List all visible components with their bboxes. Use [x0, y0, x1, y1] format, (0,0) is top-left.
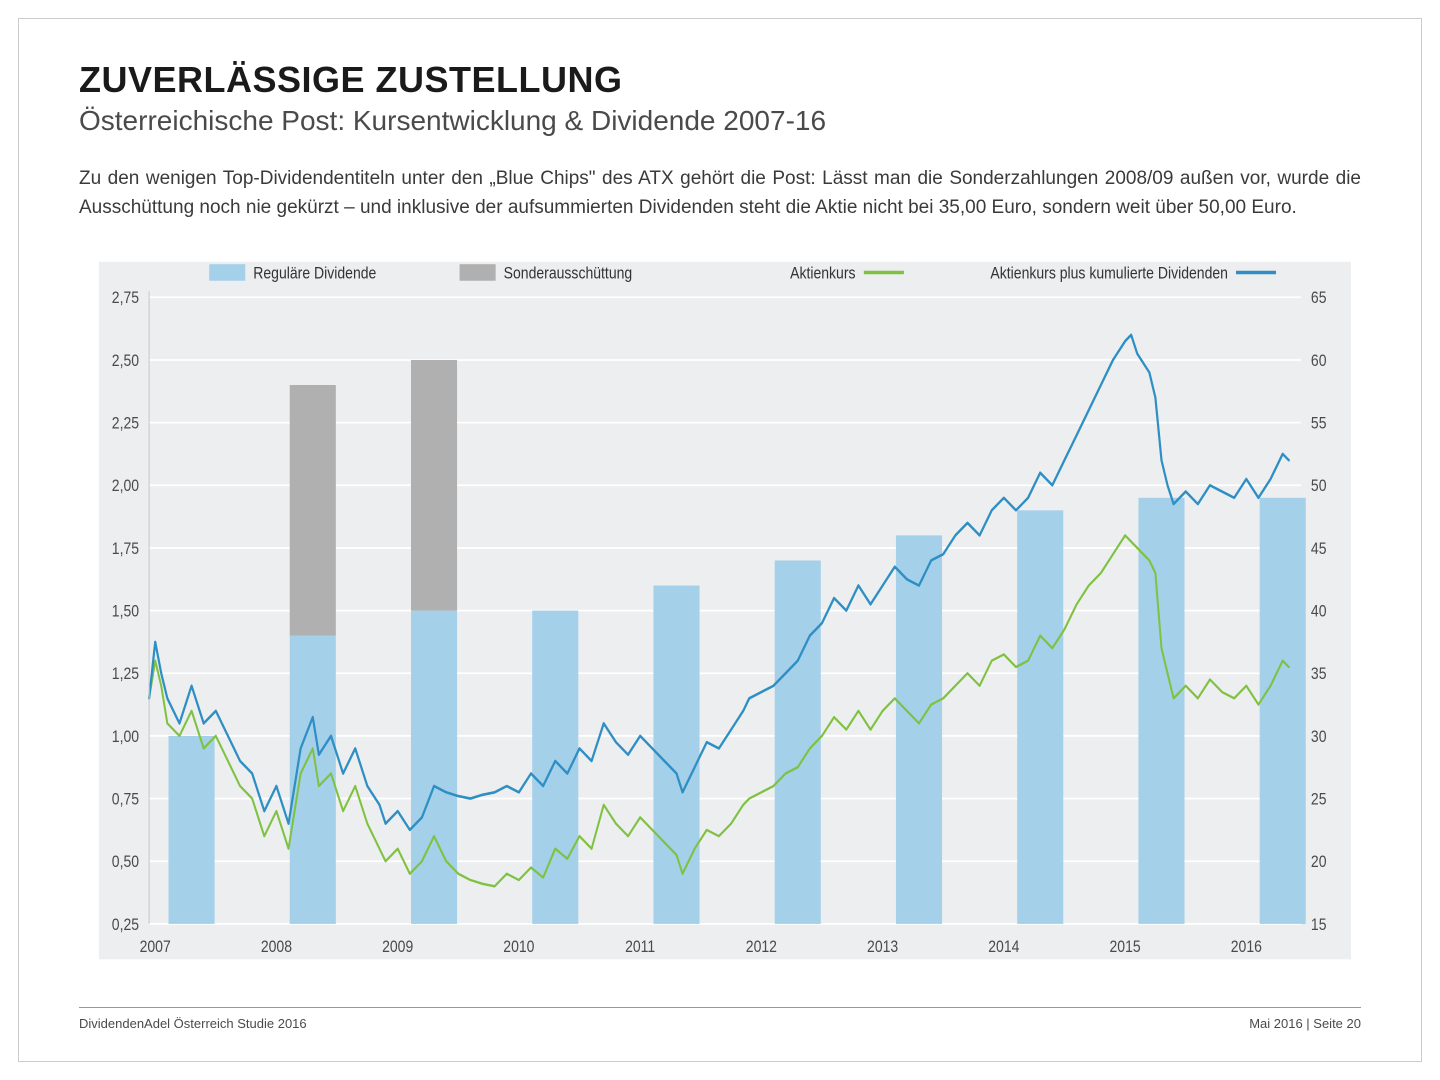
y-left-label: 1,25 — [112, 665, 139, 683]
y-right-label: 40 — [1311, 602, 1327, 620]
bar-regular — [896, 535, 942, 923]
bar-regular — [653, 586, 699, 924]
y-right-label: 30 — [1311, 728, 1327, 746]
bar-regular — [169, 736, 215, 924]
y-left-label: 2,00 — [112, 477, 139, 495]
y-right-label: 45 — [1311, 540, 1327, 558]
x-label: 2010 — [503, 938, 534, 956]
x-label: 2016 — [1231, 938, 1262, 956]
page-subtitle: Österreichische Post: Kursentwicklung & … — [79, 105, 1361, 137]
bar-regular — [775, 560, 821, 923]
x-label: 2007 — [140, 938, 171, 956]
bar-special — [290, 385, 336, 636]
y-left-label: 2,75 — [112, 289, 139, 307]
page-footer: DividendenAdel Österreich Studie 2016 Ma… — [79, 1007, 1361, 1031]
y-right-label: 25 — [1311, 790, 1327, 808]
x-label: 2008 — [261, 938, 292, 956]
x-label: 2012 — [746, 938, 777, 956]
y-left-label: 0,50 — [112, 853, 139, 871]
y-right-label: 35 — [1311, 665, 1327, 683]
legend-label: Reguläre Dividende — [253, 264, 376, 282]
y-left-label: 1,50 — [112, 602, 139, 620]
y-right-label: 20 — [1311, 853, 1327, 871]
bar-regular — [411, 611, 457, 924]
x-label: 2009 — [382, 938, 413, 956]
legend-swatch — [209, 264, 245, 281]
y-left-label: 0,75 — [112, 790, 139, 808]
combo-chart: 0,25 15 0,50 20 0,75 25 1,00 30 1,25 35 1,50 40 1,75… — [79, 250, 1361, 983]
y-left-label: 1,75 — [112, 540, 139, 558]
y-right-label: 60 — [1311, 352, 1327, 370]
bar-special — [411, 360, 457, 611]
y-left-label: 0,25 — [112, 916, 139, 934]
y-left-label: 1,00 — [112, 728, 139, 746]
chart-container: 0,25 15 0,50 20 0,75 25 1,00 30 1,25 35 1,50 40 1,75… — [79, 250, 1361, 983]
footer-right: Mai 2016 | Seite 20 — [1249, 1016, 1361, 1031]
y-right-label: 15 — [1311, 916, 1327, 934]
y-right-label: 65 — [1311, 289, 1327, 307]
y-right-label: 50 — [1311, 477, 1327, 495]
bar-regular — [1017, 510, 1063, 924]
y-left-label: 2,50 — [112, 352, 139, 370]
y-right-label: 55 — [1311, 414, 1327, 432]
bar-regular — [1138, 498, 1184, 924]
x-label: 2011 — [625, 938, 655, 956]
x-label: 2014 — [988, 938, 1020, 956]
x-label: 2015 — [1110, 938, 1141, 956]
page-title: ZUVERLÄSSIGE ZUSTELLUNG — [79, 59, 1361, 101]
body-paragraph: Zu den wenigen Top-Dividendentiteln unte… — [79, 165, 1361, 222]
footer-left: DividendenAdel Österreich Studie 2016 — [79, 1016, 307, 1031]
y-left-label: 2,25 — [112, 414, 139, 432]
legend-label: Aktienkurs plus kumulierte Dividenden — [990, 264, 1228, 282]
legend-label: Sonderausschüttung — [504, 264, 633, 282]
legend-label: Aktienkurs — [790, 264, 856, 282]
bar-regular — [1260, 498, 1306, 924]
page-frame: ZUVERLÄSSIGE ZUSTELLUNG Österreichische … — [18, 18, 1422, 1062]
x-label: 2013 — [867, 938, 898, 956]
legend-swatch — [460, 264, 496, 281]
